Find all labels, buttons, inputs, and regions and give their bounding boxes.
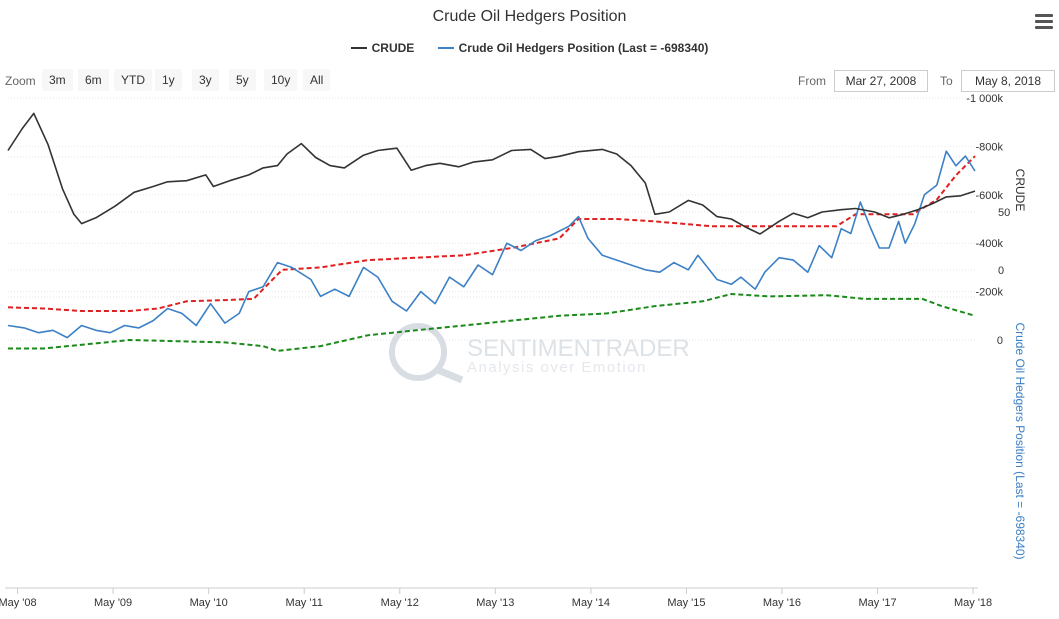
hedgers-y-tick-label-0: 0: [997, 335, 1003, 347]
hedgers-y-tick-label-1: -200k: [975, 287, 1003, 299]
x-axis: May '08 May '09 May '10 May '11 May '12 May '…: [0, 587, 992, 609]
hedgers-y-tick-label-5: -1 000k: [966, 93, 1003, 105]
zoom-all-button[interactable]: All: [303, 69, 331, 91]
hedgers-y-tick-label-4: -800k: [975, 141, 1003, 153]
series-layer: [7, 112, 976, 352]
gridlines: [8, 97, 975, 341]
watermark-magnifier-handle: [436, 366, 464, 384]
lower-band-line: [7, 155, 976, 312]
legend-label-hedgers: Crude Oil Hedgers Position (Last = -6983…: [458, 41, 709, 55]
crude-y-tick-label-1: 50: [998, 207, 1010, 219]
x-tick-label-7: May '15: [667, 597, 705, 609]
legend: CRUDE Crude Oil Hedgers Position (Last =…: [0, 38, 1059, 55]
crude-y-tick-label-0: 0: [998, 265, 1004, 277]
zoom-5y-button[interactable]: 5y: [229, 69, 256, 91]
zoom-6m-button[interactable]: 6m: [78, 69, 109, 91]
x-tick-label-4: May '12: [381, 597, 419, 609]
upper-band-line: [8, 292, 976, 352]
x-tick-label-2: May '10: [190, 597, 228, 609]
hedgers-y-axis: 0 -200k -400k -600k -800k -1 000k Crude Oil He…: [966, 93, 1027, 560]
legend-swatch-crude: [350, 47, 367, 49]
zoom-3m-button[interactable]: 3m: [42, 69, 73, 91]
zoom-1y-button[interactable]: 1y: [155, 69, 182, 91]
crude-series-line: [7, 112, 976, 235]
zoom-3y-button[interactable]: 3y: [192, 69, 219, 91]
to-date-input[interactable]: May 8, 2018: [961, 70, 1055, 92]
watermark-logo-icon: [389, 323, 447, 381]
hedgers-series-line: [7, 150, 976, 339]
x-tick-label-0: May '08: [0, 597, 37, 609]
zoom-label: Zoom: [5, 74, 36, 88]
from-date-input[interactable]: Mar 27, 2008: [834, 70, 928, 92]
x-tick-label-9: May '17: [858, 597, 896, 609]
hedgers-y-tick-label-2: -400k: [975, 238, 1003, 250]
crude-y-axis-title: CRUDE: [1013, 169, 1027, 212]
x-tick-label-5: May '13: [476, 597, 514, 609]
legend-swatch-hedgers: [437, 47, 454, 49]
chart-title: Crude Oil Hedgers Position: [432, 8, 627, 25]
to-label: To: [940, 74, 953, 88]
watermark-brand: SENTIMENTRADER: [467, 335, 690, 362]
hamburger-menu-icon[interactable]: [1035, 14, 1053, 30]
zoom-10y-button[interactable]: 10y: [264, 69, 298, 91]
legend-item-hedgers[interactable]: Crude Oil Hedgers Position (Last = -6983…: [437, 41, 709, 55]
x-tick-label-10: May '18: [954, 597, 992, 609]
legend-label-crude: CRUDE: [371, 41, 415, 55]
hedgers-y-axis-title: Crude Oil Hedgers Position (Last = -6983…: [1013, 322, 1027, 559]
zoom-ytd-button[interactable]: YTD: [114, 69, 152, 91]
x-tick-label-8: May '16: [763, 597, 801, 609]
x-tick-label-1: May '09: [94, 597, 132, 609]
watermark: SENTIMENTRADER Analysis over Emotion: [389, 323, 690, 384]
x-tick-label-3: May '11: [286, 597, 323, 609]
from-label: From: [798, 74, 826, 88]
x-tick-label-6: May '14: [572, 597, 610, 609]
hedgers-y-tick-label-3: -600k: [975, 190, 1003, 202]
watermark-tagline: Analysis over Emotion: [467, 359, 647, 376]
legend-item-crude[interactable]: CRUDE: [350, 41, 415, 55]
